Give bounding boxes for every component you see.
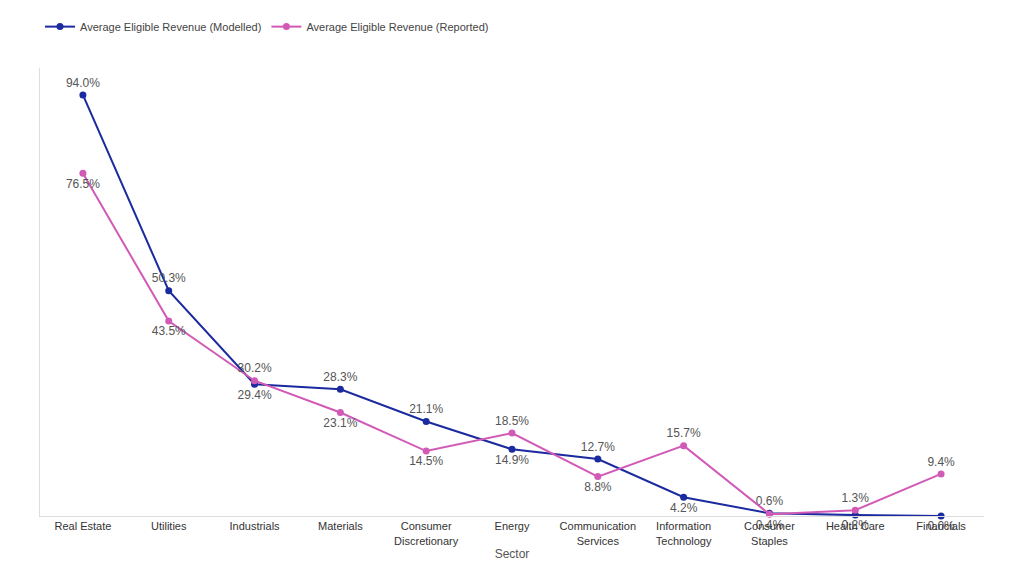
svg-text:Financials: Financials — [916, 520, 966, 532]
svg-text:ConsumerDiscretionary: ConsumerDiscretionary — [394, 520, 459, 546]
svg-text:15.7%: 15.7% — [667, 426, 701, 440]
svg-text:Industrials: Industrials — [229, 520, 280, 532]
svg-text:Utilities: Utilities — [151, 520, 187, 532]
svg-text:21.1%: 21.1% — [409, 402, 443, 416]
svg-text:0.4%: 0.4% — [756, 518, 784, 532]
svg-text:4.2%: 4.2% — [670, 501, 698, 515]
svg-text:Average Eligible Revenue (Repo: Average Eligible Revenue (Reported) — [306, 21, 488, 33]
svg-text:9.4%: 9.4% — [927, 455, 955, 469]
svg-text:Average Eligible Revenue (Mode: Average Eligible Revenue (Modelled) — [80, 21, 261, 33]
svg-text:23.1%: 23.1% — [323, 416, 357, 430]
svg-text:50.3%: 50.3% — [152, 271, 186, 285]
svg-text:8.8%: 8.8% — [584, 480, 612, 494]
svg-text:14.9%: 14.9% — [495, 453, 529, 467]
svg-text:Real Estate: Real Estate — [54, 520, 111, 532]
svg-text:Energy: Energy — [495, 520, 530, 532]
svg-text:ConsumerStaples: ConsumerStaples — [744, 520, 795, 546]
svg-text:Health Care: Health Care — [826, 520, 885, 532]
svg-text:76.5%: 76.5% — [66, 177, 100, 191]
svg-text:1.3%: 1.3% — [842, 491, 870, 505]
svg-text:0.2%: 0.2% — [842, 518, 870, 532]
svg-text:CommunicationServices: CommunicationServices — [560, 520, 636, 546]
svg-text:14.5%: 14.5% — [409, 454, 443, 468]
svg-text:0.6%: 0.6% — [756, 494, 784, 508]
svg-text:29.4%: 29.4% — [238, 388, 272, 402]
svg-text:0.0%: 0.0% — [927, 519, 955, 533]
svg-text:12.7%: 12.7% — [581, 440, 615, 454]
svg-text:Sector: Sector — [495, 547, 530, 561]
svg-text:28.3%: 28.3% — [323, 370, 357, 384]
svg-text:43.5%: 43.5% — [152, 324, 186, 338]
svg-text:InformationTechnology: InformationTechnology — [656, 520, 712, 546]
svg-text:18.5%: 18.5% — [495, 414, 529, 428]
svg-text:Materials: Materials — [318, 520, 363, 532]
svg-text:94.0%: 94.0% — [66, 76, 100, 90]
svg-text:30.2%: 30.2% — [238, 361, 272, 375]
